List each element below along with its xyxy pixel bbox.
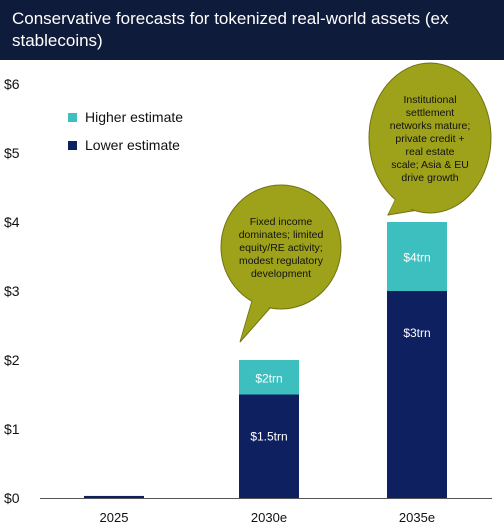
callout-text: Fixed income dominates; limited equity/RE … <box>239 216 324 280</box>
y-tick-label: $1 <box>4 421 20 437</box>
y-tick-label: $0 <box>4 490 20 506</box>
callout-bubble <box>368 62 492 214</box>
callout-text-line: modest regulatory <box>239 255 324 267</box>
callout-pointer-join <box>241 292 271 340</box>
bar-higher-2030e <box>239 360 299 395</box>
y-tick-label: $4 <box>4 214 20 230</box>
bar-lower-2030e <box>239 394 299 498</box>
legend-label-higher: Higher estimate <box>85 109 184 125</box>
callout-text: Institutional settlement networks mature; p… <box>390 94 471 184</box>
y-tick-label: $2 <box>4 352 20 368</box>
bar-chart: $0 $1 $2 $3 $4 $5 $6 2025 $1.5trn $2trn 2030e $3trn… <box>4 62 492 525</box>
legend-swatch-higher <box>68 112 77 122</box>
callout-text-line: equity/RE activity; <box>239 242 322 254</box>
y-tick-label: $5 <box>4 145 20 161</box>
callout-text-line: development <box>251 268 311 280</box>
legend-item-higher: Higher estimate <box>68 103 183 131</box>
x-tick-label: 2035e <box>399 510 435 525</box>
bar-lower-2035e <box>387 291 447 498</box>
legend-swatch-lower <box>68 140 77 150</box>
callout-text-line: private credit + <box>395 133 464 145</box>
callout-text-line: scale; Asia & EU <box>391 159 469 171</box>
callout-text-line: networks mature; <box>390 120 471 132</box>
callout-text-line: real estate <box>405 146 454 158</box>
x-tick-label: 2030e <box>251 510 287 525</box>
bar-data-label: $1.5trn <box>250 430 287 444</box>
callout-bubble <box>220 184 342 310</box>
x-tick-label: 2025 <box>100 510 129 525</box>
y-tick-label: $6 <box>4 76 20 92</box>
chart-title: Conservative forecasts for tokenized rea… <box>12 9 449 50</box>
bar-lower-2025 <box>84 495 144 498</box>
chart-title-bar: Conservative forecasts for tokenized rea… <box>0 0 504 60</box>
bar-data-label: $3trn <box>403 326 430 340</box>
y-tick-label: $3 <box>4 283 20 299</box>
callout-text-line: settlement <box>406 107 455 119</box>
callout-pointer-join <box>389 188 418 213</box>
bar-data-label: $4trn <box>403 251 430 265</box>
callout-text-line: drive growth <box>401 172 458 184</box>
callout-text-line: Fixed income <box>250 216 313 228</box>
callout-text-line: dominates; limited <box>239 229 324 241</box>
bar-higher-2035e <box>387 222 447 291</box>
legend-label-lower: Lower estimate <box>85 137 180 153</box>
legend-item-lower: Lower estimate <box>68 131 183 159</box>
callout-text-line: Institutional <box>403 94 456 106</box>
bar-data-label: $2trn <box>255 371 282 385</box>
legend: Higher estimate Lower estimate <box>68 103 183 159</box>
